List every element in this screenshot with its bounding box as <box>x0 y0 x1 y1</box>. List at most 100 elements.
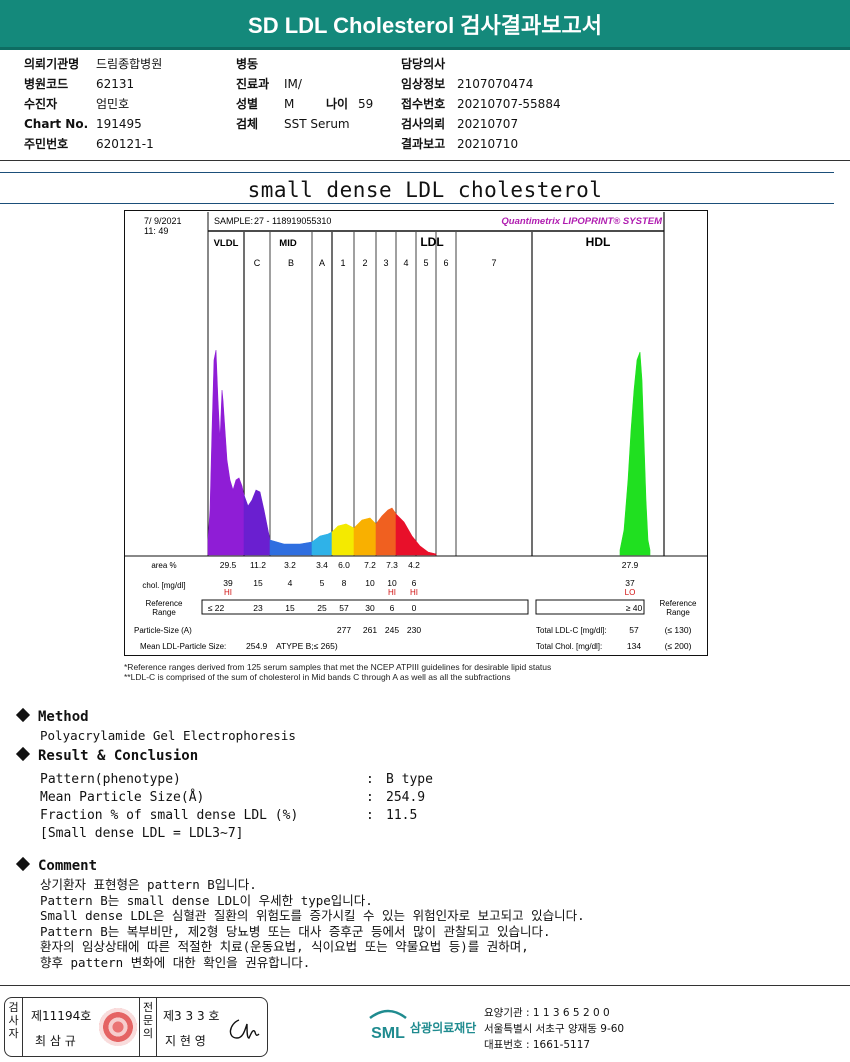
row-label-reference: Range <box>152 608 176 617</box>
total-chol-label: Total Chol. [mg/dl]: <box>536 642 602 651</box>
diamond-bullet-icon <box>15 746 31 762</box>
info-label: 병동 <box>236 57 259 71</box>
group-label-hdl: HDL <box>586 235 611 249</box>
org-line: 요양기관 : 1 1 3 6 5 2 0 0 <box>484 1007 610 1019</box>
reference-value: 30 <box>365 603 375 613</box>
signature-box: 검사자 제11194호 최 삼 규 전문의 제3 3 3 호 지 현 영 <box>4 997 268 1057</box>
chol-value: 37 <box>625 578 635 588</box>
result-colon: : <box>366 772 374 787</box>
mean-ldl-value: 254.9 <box>246 641 268 651</box>
comment-line: Small dense LDL은 심혈관 질환의 위험도를 증가시킬 수 있는 … <box>40 908 585 923</box>
info-label: 성별 <box>236 97 259 111</box>
info-value: M <box>284 97 295 111</box>
chart-date: 7/ 9/2021 <box>144 216 182 226</box>
reference-value: 25 <box>317 603 327 613</box>
info-value: SST Serum <box>284 117 350 131</box>
age-value: 59 <box>358 97 374 111</box>
group-label-ldl: LDL <box>420 235 443 249</box>
diamond-bullet-icon <box>15 707 31 723</box>
band-label-b: B <box>288 258 294 268</box>
age-label: 나이 <box>326 97 349 111</box>
chol-flag: HI <box>224 588 232 597</box>
method-heading: Method <box>15 707 89 725</box>
band-label-6: 6 <box>443 258 448 268</box>
right-reference-label: Reference <box>660 599 697 608</box>
sample-label: SAMPLE: <box>214 216 253 226</box>
tester-label: 검사자 <box>5 998 23 1056</box>
info-value: 62131 <box>96 77 135 91</box>
info-value: 191495 <box>96 117 142 131</box>
area-value: 7.2 <box>364 560 376 570</box>
signature-icon <box>229 1019 260 1039</box>
patient-info-col2: 병동 진료과 IM/ 성별 M 나이 59 검체 SST Serum <box>236 54 373 134</box>
total-chol-ref: (≤ 200) <box>665 641 692 651</box>
chol-value: 39 <box>223 578 233 588</box>
chol-value: 6 <box>412 578 417 588</box>
reference-value: 57 <box>339 603 349 613</box>
comment-line: Pattern B는 복부비만, 제2형 당뇨병 또는 대사 증후군 등에서 많… <box>40 923 551 939</box>
result-value-size: 254.9 <box>386 790 426 805</box>
chol-value: 15 <box>253 578 263 588</box>
particle-size-value: 245 <box>385 625 399 635</box>
band-label-7: 7 <box>491 258 496 268</box>
reference-box-hdl <box>535 599 645 615</box>
band-label-c: C <box>254 258 261 268</box>
row-label-reference: Reference <box>146 599 183 608</box>
tester-name: 최 삼 규 <box>35 1034 76 1048</box>
chol-value: 10 <box>365 578 375 588</box>
area-value: 29.5 <box>220 560 237 570</box>
info-label: 접수번호 <box>401 97 446 111</box>
info-value: 20210710 <box>457 137 519 151</box>
info-label: Chart No. <box>24 117 89 131</box>
patient-info-col3: 담당의사 임상정보 2107070474 접수번호 20210707-55884 검… <box>401 54 561 154</box>
info-label: 결과보고 <box>401 137 446 151</box>
info-label: 검사의뢰 <box>401 117 446 131</box>
result-label-fraction: Fraction % of small dense LDL (%) <box>40 808 299 823</box>
ldl4-peak <box>395 513 437 556</box>
info-label: 수진자 <box>24 97 58 111</box>
row-label-particle: Particle-Size (A) <box>134 626 192 635</box>
reference-value: 23 <box>253 603 263 613</box>
vldl-peak <box>207 349 245 556</box>
reference-value: ≤ 22 <box>208 603 225 613</box>
result-colon: : <box>366 790 374 805</box>
result-label-pattern: Pattern(phenotype) <box>40 772 181 787</box>
chol-flag: HI <box>388 588 396 597</box>
footnotes: *Reference ranges derived from 125 serum… <box>124 662 551 682</box>
comment-line: 환자의 임상상태에 따른 적절한 치료(운동요법, 식이요법 또는 약물요법 등… <box>40 939 529 954</box>
seal-stamp-icon <box>99 1008 137 1046</box>
area-value: 7.3 <box>386 560 398 570</box>
mean-ldl-type: ATYPE B;≤ 265) <box>276 641 338 651</box>
chart-time: 11: 49 <box>144 226 168 236</box>
footnote: *Reference ranges derived from 125 serum… <box>124 662 552 672</box>
group-label-vldl: VLDL <box>214 238 239 249</box>
reference-value: 15 <box>285 603 295 613</box>
diamond-bullet-icon <box>15 856 31 872</box>
reference-value: 0 <box>412 603 417 613</box>
info-label: 주민번호 <box>24 137 69 151</box>
area-value: 4.2 <box>408 560 420 570</box>
info-value: 620121-1 <box>96 137 154 151</box>
specialist-label-text: 전문의 <box>142 1001 154 1040</box>
reference-value: ≥ 40 <box>626 603 643 613</box>
comment-line: 향후 pattern 변화에 대한 확인을 권유합니다. <box>40 954 311 970</box>
chol-flag: HI <box>410 588 418 597</box>
row-label-mean: Mean LDL-Particle Size: <box>140 642 226 651</box>
band-label-4: 4 <box>403 258 408 268</box>
chol-value: 10 <box>387 578 397 588</box>
info-label: 병원코드 <box>24 77 69 91</box>
particle-size-value: 261 <box>363 625 377 635</box>
specialist-label: 전문의 <box>139 998 157 1056</box>
total-ldl-label: Total LDL-C [mg/dl]: <box>536 626 607 635</box>
total-chol-value: 134 <box>627 641 641 651</box>
total-ldl-ref: (≤ 130) <box>665 625 692 635</box>
org-line: 대표번호 : 1661-5117 <box>484 1039 591 1051</box>
info-label: 의뢰기관명 <box>24 57 80 71</box>
chol-value: 4 <box>288 578 293 588</box>
info-value: IM/ <box>284 77 302 91</box>
specialist-license: 제3 3 3 호 <box>163 1009 220 1023</box>
info-value: 20210707 <box>457 117 519 131</box>
group-label-mid: MID <box>279 238 297 249</box>
band-label-3: 3 <box>383 258 388 268</box>
